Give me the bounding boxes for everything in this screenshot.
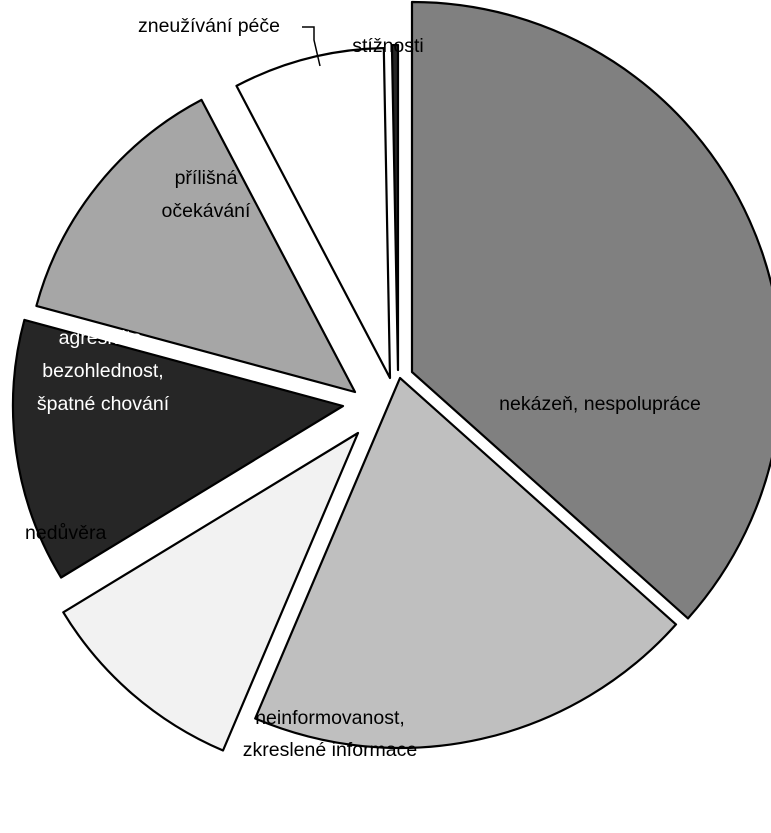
pie-slice-3 xyxy=(62,431,360,752)
slice-label-4-line-2: bezohlednost, xyxy=(42,360,163,382)
leader-line-zneuzivani xyxy=(302,26,321,67)
slice-label-3-line-1: nedůvěra xyxy=(25,522,106,544)
slice-label-1-line-1: nekázeň, nespolupráce xyxy=(499,393,701,415)
slice-label-2-line-2: zkreslené informace xyxy=(243,739,418,761)
pie-slice-4 xyxy=(11,318,345,579)
slice-label-5-line-1: přílišná xyxy=(175,167,238,189)
slice-label-5-line-2: očekávání xyxy=(162,200,251,222)
slice-label-2-line-1: neinformovanost, xyxy=(255,707,405,729)
pie-slice-1 xyxy=(410,0,771,620)
slice-label-7-line-1: stížnosti xyxy=(352,35,424,57)
pie-slices xyxy=(11,0,771,752)
pie-slice-6 xyxy=(235,47,392,380)
slice-label-4-line-1: agresivita, xyxy=(59,327,148,349)
slice-label-4-line-3: špatné chování xyxy=(37,393,170,415)
pie-slice-7 xyxy=(390,43,400,372)
pie-labels: nekázeň, nespolupráce neinformovanost, zkr… xyxy=(25,15,701,761)
slice-label-6-line-1: zneužívání péče xyxy=(138,15,280,37)
pie-slice-5 xyxy=(35,98,357,394)
pie-slice-2 xyxy=(254,376,678,750)
